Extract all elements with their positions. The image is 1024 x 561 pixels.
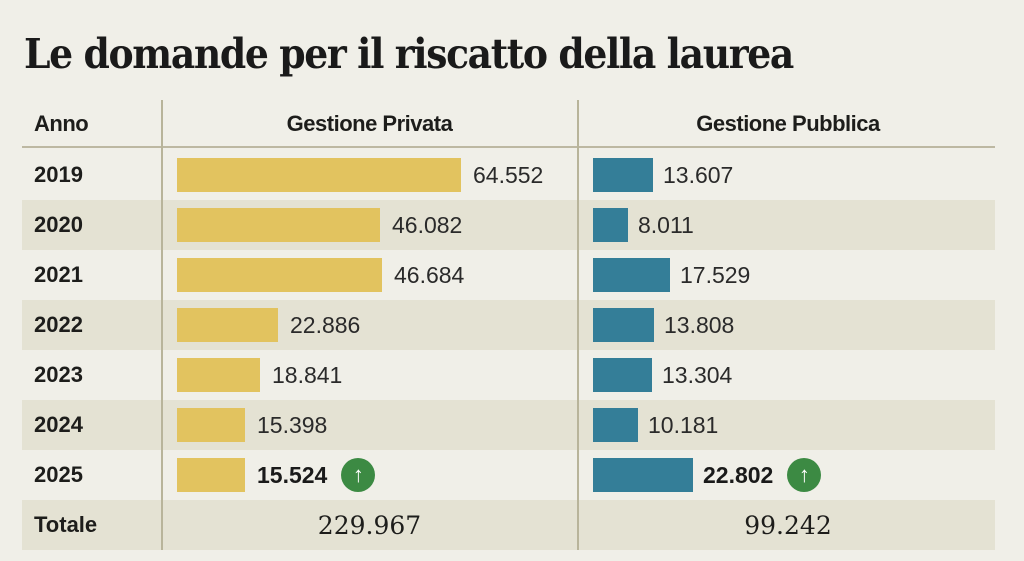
public-bar — [593, 458, 693, 492]
total-row: Totale 229.967 99.242 — [22, 500, 995, 550]
public-value: 22.802 ↑ — [703, 450, 822, 500]
private-value: 15.398 — [257, 400, 327, 450]
private-value: 46.082 — [392, 200, 462, 250]
public-value: 13.607 — [663, 150, 733, 200]
total-label: Totale — [34, 512, 98, 537]
public-value-text: 13.607 — [663, 161, 734, 188]
private-value-text: 15.524 — [257, 461, 328, 488]
table-row: 2021 46.684 17.529 — [22, 250, 995, 300]
private-bar — [177, 458, 245, 492]
public-bar — [593, 158, 653, 192]
public-value: 17.529 — [680, 250, 750, 300]
row-year: 2022 — [34, 312, 83, 337]
public-bar — [593, 258, 670, 292]
public-value: 13.304 — [662, 350, 732, 400]
row-year: 2021 — [34, 262, 83, 287]
row-year: 2023 — [34, 362, 83, 387]
public-value-text: 8.011 — [638, 211, 694, 238]
public-value-text: 13.808 — [664, 311, 735, 338]
table-row: 2024 15.398 10.181 — [22, 400, 995, 450]
public-value: 8.011 — [638, 200, 694, 250]
private-bar — [177, 208, 380, 242]
public-value-text: 10.181 — [648, 411, 719, 438]
header-private: Gestione Privata — [286, 110, 453, 136]
private-value: 18.841 — [272, 350, 342, 400]
private-value: 64.552 — [473, 150, 543, 200]
public-bar — [593, 208, 628, 242]
private-value-text: 64.552 — [473, 161, 544, 188]
private-bar — [177, 408, 245, 442]
public-value: 13.808 — [664, 300, 734, 350]
header-year: Anno — [34, 110, 89, 136]
private-bar — [177, 158, 461, 192]
private-value-text: 46.684 — [394, 261, 465, 288]
public-bar — [593, 308, 654, 342]
table-row: 2025 15.524 ↑ 22.802 ↑ — [22, 450, 995, 500]
row-year: 2020 — [34, 212, 83, 237]
table-row: 2022 22.886 13.808 — [22, 300, 995, 350]
private-bar — [177, 358, 260, 392]
public-value-text: 22.802 — [703, 461, 774, 488]
arrow-up-icon: ↑ — [787, 458, 822, 492]
public-value-text: 17.529 — [680, 261, 751, 288]
chart-title: Le domande per il riscatto della laurea — [24, 30, 794, 78]
private-bar — [177, 258, 382, 292]
public-bar — [593, 358, 652, 392]
arrow-up-icon: ↑ — [341, 458, 376, 492]
private-value: 15.524 ↑ — [257, 450, 376, 500]
table-row: 2023 18.841 13.304 — [22, 350, 995, 400]
column-divider-year — [161, 100, 163, 550]
private-value: 22.886 — [290, 300, 360, 350]
table-row: 2020 46.082 8.011 — [22, 200, 995, 250]
private-value-text: 22.886 — [290, 311, 361, 338]
public-value: 10.181 — [648, 400, 718, 450]
private-value-text: 18.841 — [272, 361, 343, 388]
total-public: 99.242 — [744, 510, 832, 540]
private-value-text: 46.082 — [392, 211, 463, 238]
row-year: 2025 — [34, 462, 83, 487]
private-value-text: 15.398 — [257, 411, 328, 438]
row-year: 2019 — [34, 162, 83, 187]
table-row: 2019 64.552 13.607 — [22, 150, 995, 200]
header-divider — [22, 146, 995, 148]
public-bar — [593, 408, 638, 442]
header-public: Gestione Pubblica — [696, 110, 880, 136]
row-year: 2024 — [34, 412, 83, 437]
total-private: 229.967 — [317, 510, 422, 540]
column-divider-public — [577, 100, 579, 550]
public-value-text: 13.304 — [662, 361, 733, 388]
private-value: 46.684 — [394, 250, 464, 300]
private-bar — [177, 308, 278, 342]
